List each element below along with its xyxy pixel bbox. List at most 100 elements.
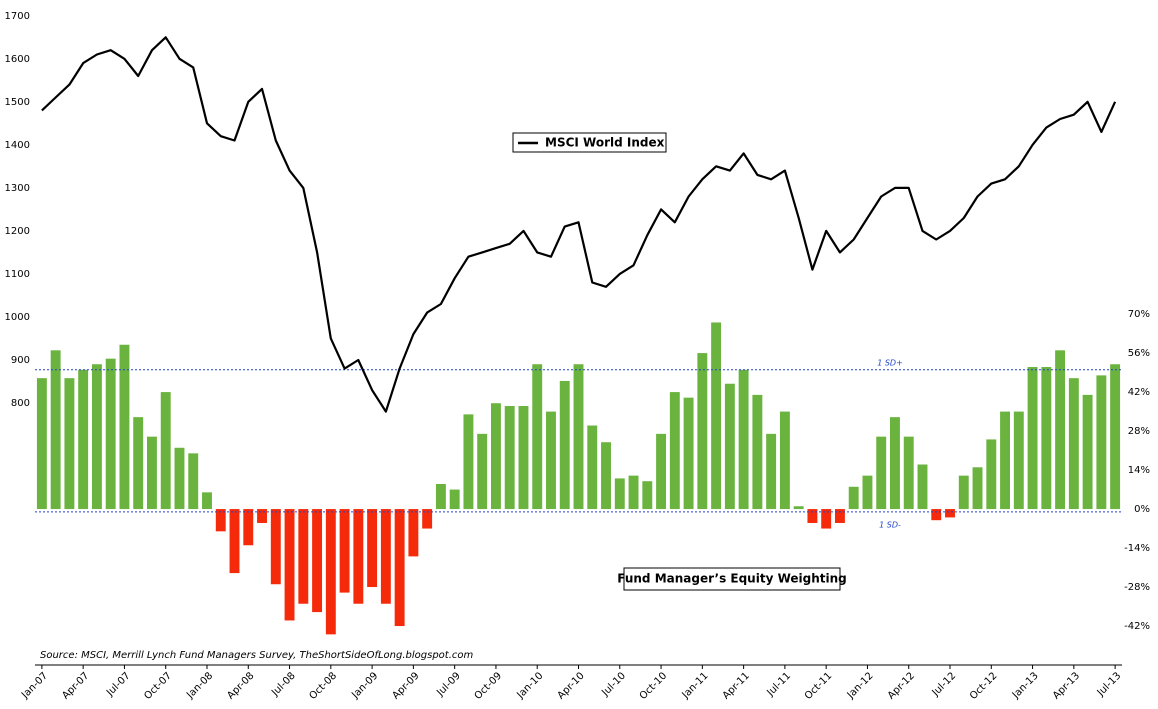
reference-label: 1 SD+ xyxy=(877,358,903,367)
y2-tick-label: -28% xyxy=(1124,582,1150,593)
bar xyxy=(1068,378,1079,510)
bar xyxy=(1082,394,1093,510)
source: Source: MSCI, Merrill Lynch Fund Manager… xyxy=(40,650,474,661)
x-tick-label: Apr-08 xyxy=(225,670,256,701)
bar xyxy=(229,509,240,574)
x-tick-label: Jan-12 xyxy=(845,670,876,701)
y2-tick-label: 56% xyxy=(1128,348,1150,359)
bar xyxy=(133,417,144,510)
bar xyxy=(380,509,391,604)
bar xyxy=(1027,367,1038,510)
x-tick-label: Oct-07 xyxy=(142,670,174,702)
bar xyxy=(779,411,790,510)
y2-tick-label: -14% xyxy=(1124,543,1150,554)
bar xyxy=(1013,411,1024,510)
bar xyxy=(724,383,735,510)
y2-tick-label: 70% xyxy=(1128,309,1150,320)
y-tick-label: 1000 xyxy=(5,312,30,323)
bar xyxy=(1055,350,1066,510)
x-tick-label: Oct-09 xyxy=(473,670,505,702)
bar xyxy=(78,369,89,510)
x-tick-label: Jan-13 xyxy=(1010,670,1041,701)
x-tick-label: Jan-10 xyxy=(515,670,546,701)
bar xyxy=(958,475,969,510)
bar xyxy=(160,392,171,510)
x-tick-label: Oct-10 xyxy=(638,670,670,702)
bar xyxy=(91,364,102,510)
bar xyxy=(1110,364,1121,510)
bar xyxy=(243,509,254,546)
bar xyxy=(504,406,515,510)
x-tick-label: Apr-12 xyxy=(886,670,917,701)
bar xyxy=(669,392,680,510)
bar xyxy=(50,350,61,510)
bar xyxy=(353,509,364,604)
x-tick-label: Oct-12 xyxy=(968,670,1000,702)
x-tick-label: Jul-11 xyxy=(765,670,794,699)
bar xyxy=(890,417,900,510)
bar xyxy=(848,486,859,510)
bar xyxy=(36,378,47,510)
bar xyxy=(284,509,295,621)
bar xyxy=(188,453,199,510)
bar xyxy=(711,322,722,510)
bar xyxy=(945,509,955,518)
bar xyxy=(367,509,378,588)
bar xyxy=(339,509,350,593)
bar xyxy=(105,358,116,510)
bar xyxy=(394,509,405,627)
y-tick-label: 800 xyxy=(11,398,30,409)
x-tick-label: Apr-13 xyxy=(1051,670,1082,701)
bar xyxy=(532,364,543,510)
bar xyxy=(752,394,763,510)
bar xyxy=(422,509,433,529)
x-tick-label: Oct-11 xyxy=(803,670,835,702)
bar xyxy=(573,364,584,510)
x-tick-label: Apr-09 xyxy=(391,670,422,701)
reference-label: 1 SD- xyxy=(879,520,901,529)
x-tick-label: Apr-07 xyxy=(60,670,91,701)
bar xyxy=(147,436,157,510)
legend-label: MSCI World Index xyxy=(545,136,665,150)
bar xyxy=(766,433,777,510)
bar xyxy=(903,436,914,510)
bar xyxy=(408,509,419,557)
x-tick-label: Apr-10 xyxy=(556,670,587,701)
x-tick-label: Jul-08 xyxy=(269,670,298,699)
bar xyxy=(312,509,323,613)
x-tick-label: Jan-08 xyxy=(184,670,215,701)
bar xyxy=(793,506,804,510)
bar xyxy=(628,475,639,510)
y-tick-label: 1700 xyxy=(5,11,30,22)
bar xyxy=(821,509,832,529)
bar xyxy=(614,478,625,510)
bar xyxy=(490,403,501,510)
bar xyxy=(215,509,226,532)
bar xyxy=(270,509,281,585)
bar xyxy=(449,489,460,510)
y2-tick-label: -42% xyxy=(1124,621,1150,632)
y-tick-label: 1500 xyxy=(5,97,30,108)
bar xyxy=(656,433,667,510)
y-tick-label: 1100 xyxy=(5,269,30,280)
bar xyxy=(834,509,845,523)
legend-box xyxy=(512,132,667,153)
bar xyxy=(738,369,749,510)
bar xyxy=(477,433,488,510)
y-tick-label: 1300 xyxy=(5,183,30,194)
bar xyxy=(64,378,75,510)
y-tick-label: 1400 xyxy=(5,140,30,151)
bar xyxy=(642,481,653,510)
bar xyxy=(972,467,983,510)
x-tick-label: Jul-10 xyxy=(599,670,628,699)
bar xyxy=(931,509,942,521)
bar xyxy=(917,464,928,510)
legend-label: Fund Manager’s Equity Weighting xyxy=(617,572,847,586)
y-tick-label: 900 xyxy=(11,355,30,366)
y2-tick-label: 14% xyxy=(1128,465,1150,476)
y2-tick-label: 28% xyxy=(1128,426,1150,437)
x-tick-label: Jan-11 xyxy=(680,670,711,701)
y2-tick-label: 0% xyxy=(1134,504,1150,515)
